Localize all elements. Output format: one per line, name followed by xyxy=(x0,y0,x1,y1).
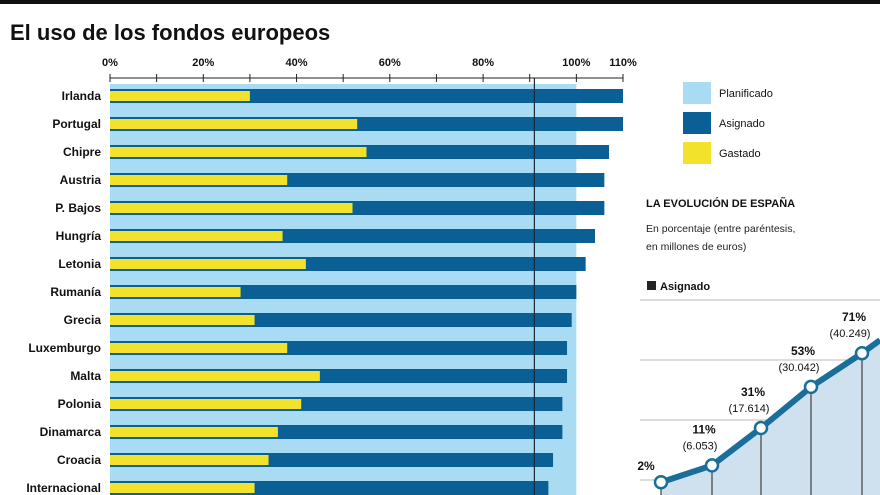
bar-spent xyxy=(110,399,302,409)
point-amount-label: (30.042) xyxy=(779,362,820,374)
top-rule xyxy=(0,0,880,4)
legend-label: Gastado xyxy=(719,148,761,160)
category-label: Internacional xyxy=(26,481,101,495)
category-label: Polonia xyxy=(58,397,102,411)
data-point xyxy=(803,379,819,395)
x-tick-label: 80% xyxy=(472,57,494,69)
point-percent-label: 2% xyxy=(637,459,655,473)
bar-spent xyxy=(110,427,278,437)
data-point xyxy=(653,475,669,490)
data-point xyxy=(854,345,870,361)
x-tick-label: 100% xyxy=(562,57,590,69)
bar-spent xyxy=(110,203,353,213)
data-point xyxy=(753,420,769,436)
x-tick-label: 60% xyxy=(379,57,401,69)
point-amount-label: (6.053) xyxy=(683,440,718,452)
category-label: Rumanía xyxy=(50,285,101,299)
category-label: Dinamarca xyxy=(40,425,102,439)
legend-swatch xyxy=(683,142,711,164)
bar-spent xyxy=(110,147,367,157)
bar-spent xyxy=(110,287,241,297)
category-label: Portugal xyxy=(52,117,101,131)
category-label: Chipre xyxy=(63,145,101,159)
chart-title: El uso de los fondos europeos xyxy=(10,20,330,45)
evolution-subtitle-1: En porcentaje (entre paréntesis, xyxy=(646,223,795,235)
bar-spent xyxy=(110,371,320,381)
evolution-legend: Asignado xyxy=(660,281,710,293)
bar-spent xyxy=(110,315,255,325)
point-percent-label: 11% xyxy=(692,422,716,436)
category-label: Croacia xyxy=(57,453,101,467)
point-amount-label: (40.249) xyxy=(830,328,871,340)
category-label: Letonia xyxy=(58,257,101,271)
x-tick-label: 0% xyxy=(102,57,118,69)
category-label: Irlanda xyxy=(62,89,102,103)
bar-spent xyxy=(110,343,288,353)
x-tick-label: 110% xyxy=(609,57,637,69)
data-point xyxy=(704,458,720,473)
bar-spent xyxy=(110,259,306,269)
bar-spent xyxy=(110,91,250,101)
bar-spent xyxy=(110,231,283,241)
bar-spent xyxy=(110,175,288,185)
legend-swatch xyxy=(683,82,711,104)
x-tick-label: 20% xyxy=(192,57,214,69)
assigned-marker-icon xyxy=(647,281,656,290)
point-percent-label: 71% xyxy=(842,310,866,324)
point-amount-label: (17.614) xyxy=(729,403,770,415)
evolution-subtitle-2: en millones de euros) xyxy=(646,241,746,253)
category-label: Grecia xyxy=(64,313,102,327)
category-label: Hungría xyxy=(56,229,102,243)
category-label: Austria xyxy=(60,173,102,187)
point-percent-label: 31% xyxy=(741,385,765,399)
category-label: P. Bajos xyxy=(55,201,101,215)
point-percent-label: 53% xyxy=(791,344,815,358)
bar-spent xyxy=(110,483,255,493)
category-label: Malta xyxy=(70,369,101,383)
bar-spent xyxy=(110,455,269,465)
bar-spent xyxy=(110,119,358,129)
legend-label: Planificado xyxy=(719,88,773,100)
legend-label: Asignado xyxy=(719,118,765,130)
legend-swatch xyxy=(683,112,711,134)
x-tick-label: 40% xyxy=(286,57,308,69)
evolution-title: LA EVOLUCIÓN DE ESPAÑA xyxy=(646,197,795,210)
category-label: Luxemburgo xyxy=(28,341,101,355)
